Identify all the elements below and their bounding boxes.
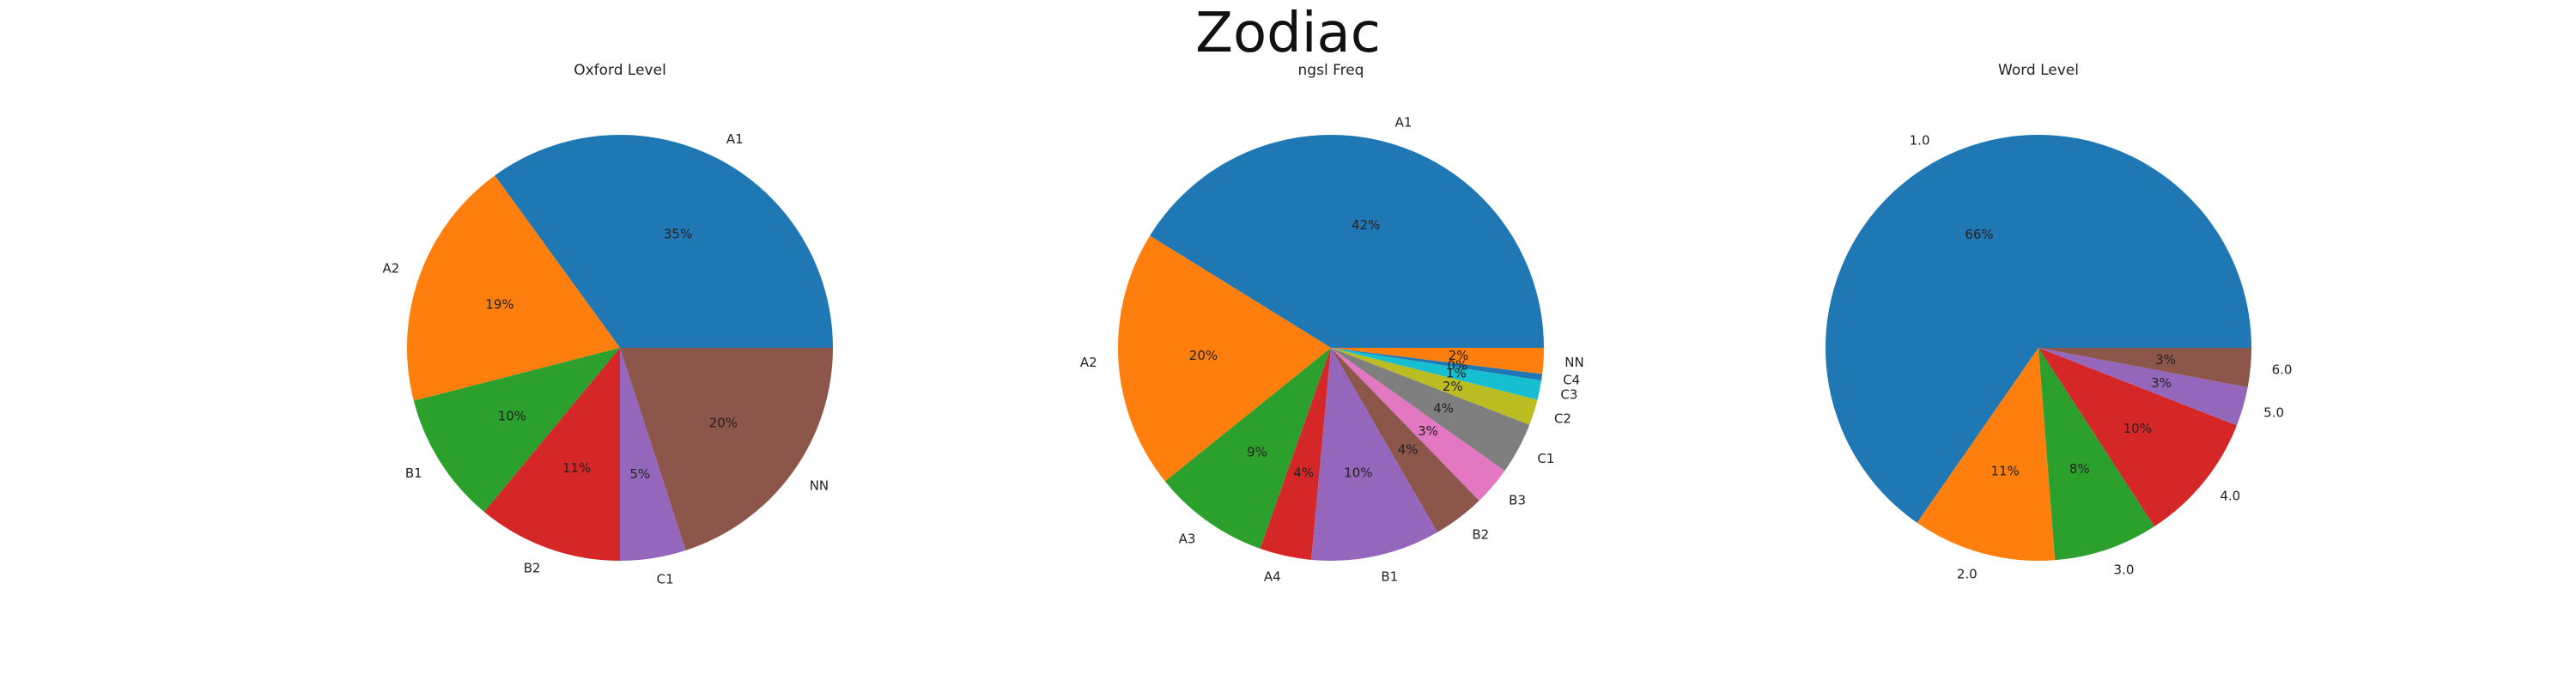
pie-slice-A2 — [407, 175, 620, 401]
pie-slice-A1 — [495, 135, 833, 348]
percent-label: 4% — [1293, 465, 1314, 480]
percent-label: 10% — [498, 409, 526, 424]
category-label: A3 — [1179, 532, 1196, 547]
category-label: B2 — [1472, 527, 1489, 543]
pie-slice-A1 — [1150, 134, 1545, 348]
category-label: A2 — [383, 261, 400, 277]
category-label: B2 — [524, 561, 541, 576]
category-label: C4 — [1563, 373, 1580, 388]
pie-slice-C3 — [1331, 348, 1542, 400]
category-label: B3 — [1509, 492, 1526, 508]
pie-slice-B1 — [413, 348, 620, 513]
category-label: 1.0 — [1910, 132, 1930, 148]
pie-chart-oxford-level: Oxford Level A1 35% A2 19% B1 10% B2 11% C1 5% NN 2… — [383, 62, 833, 587]
percent-label: 35% — [664, 226, 692, 241]
percent-label: 3% — [1418, 423, 1438, 439]
category-label: NN — [1564, 355, 1583, 370]
percent-label: 11% — [1990, 464, 2019, 479]
percent-label: 8% — [2069, 461, 2090, 477]
category-label: 5.0 — [2263, 404, 2284, 420]
percent-label: 10% — [2123, 421, 2152, 436]
pie-slice-B3 — [1331, 348, 1505, 502]
pie-slice-NN — [1331, 348, 1544, 374]
pie-slice-3.0 — [2038, 348, 2154, 561]
percent-label: 3% — [2151, 375, 2172, 391]
pie-slice-5.0 — [2038, 348, 2248, 426]
pie-slice-A3 — [1164, 348, 1331, 549]
category-label: C2 — [1554, 411, 1571, 427]
category-label: A1 — [1395, 115, 1413, 131]
category-label: C3 — [1560, 386, 1577, 402]
category-label: C1 — [1537, 451, 1554, 466]
pie-slice-1.0 — [1826, 134, 2251, 523]
pie-chart-ngsl-freq: ngsl Freq A1 42% A2 20% A3 9% A4 4% B1 10% B2 4% B3 3… — [1080, 62, 1584, 584]
pie-slice-4.0 — [2038, 348, 2237, 527]
pie-slice-2.0 — [1917, 348, 2056, 561]
percent-label: 4% — [1398, 442, 1419, 458]
percent-label: 2% — [1449, 348, 1469, 363]
category-label: C1 — [657, 571, 674, 587]
pie-slice-C1 — [620, 348, 686, 561]
pie-title-ngsl-freq: ngsl Freq — [1298, 62, 1364, 79]
percent-label: 19% — [485, 297, 513, 313]
percent-label: 66% — [1965, 227, 1993, 242]
percent-label: 42% — [1352, 217, 1380, 233]
pie-slice-C2 — [1331, 348, 1538, 425]
category-label: A4 — [1264, 568, 1281, 584]
category-label: 2.0 — [1957, 566, 1978, 581]
pie-slice-NN — [620, 348, 833, 550]
percent-label: 9% — [1247, 444, 1267, 459]
percent-label: 4% — [1433, 400, 1454, 416]
percent-label: 2% — [1443, 379, 1463, 394]
pie-slice-B2 — [483, 348, 620, 561]
category-label: NN — [810, 477, 829, 493]
pie-slice-C4 — [1331, 348, 1543, 381]
category-label: A2 — [1080, 355, 1097, 370]
percent-label: 20% — [709, 415, 738, 430]
pie-slice-A2 — [1118, 235, 1331, 482]
category-label: B1 — [1381, 568, 1398, 584]
pie-title-oxford-level: Oxford Level — [574, 62, 666, 79]
pie-slice-A4 — [1260, 348, 1331, 560]
pie-slice-B1 — [1311, 348, 1437, 562]
percent-label: 10% — [1344, 465, 1372, 480]
pie-slice-B2 — [1331, 348, 1479, 532]
category-label: A1 — [726, 131, 744, 147]
pie-slice-C1 — [1331, 348, 1530, 471]
percent-label: 0% — [1447, 358, 1467, 374]
category-label: 6.0 — [2272, 362, 2293, 377]
percent-label: 1% — [1446, 366, 1467, 381]
percent-label: 5% — [629, 466, 650, 482]
figure-title: Zodiac — [1195, 2, 1381, 65]
category-label: B1 — [405, 465, 422, 481]
percent-label: 11% — [562, 460, 591, 476]
percent-label: 20% — [1189, 348, 1218, 363]
pie-slice-6.0 — [2038, 348, 2251, 388]
pie-chart-word-level: Word Level 1.0 66% 2.0 11% 3.0 8% 4.0 10% 5.0 3% 6… — [1826, 62, 2292, 581]
category-label: 4.0 — [2220, 488, 2240, 503]
percent-label: 3% — [2155, 352, 2176, 368]
pie-title-word-level: Word Level — [1998, 62, 2079, 79]
category-label: 3.0 — [2114, 562, 2135, 577]
